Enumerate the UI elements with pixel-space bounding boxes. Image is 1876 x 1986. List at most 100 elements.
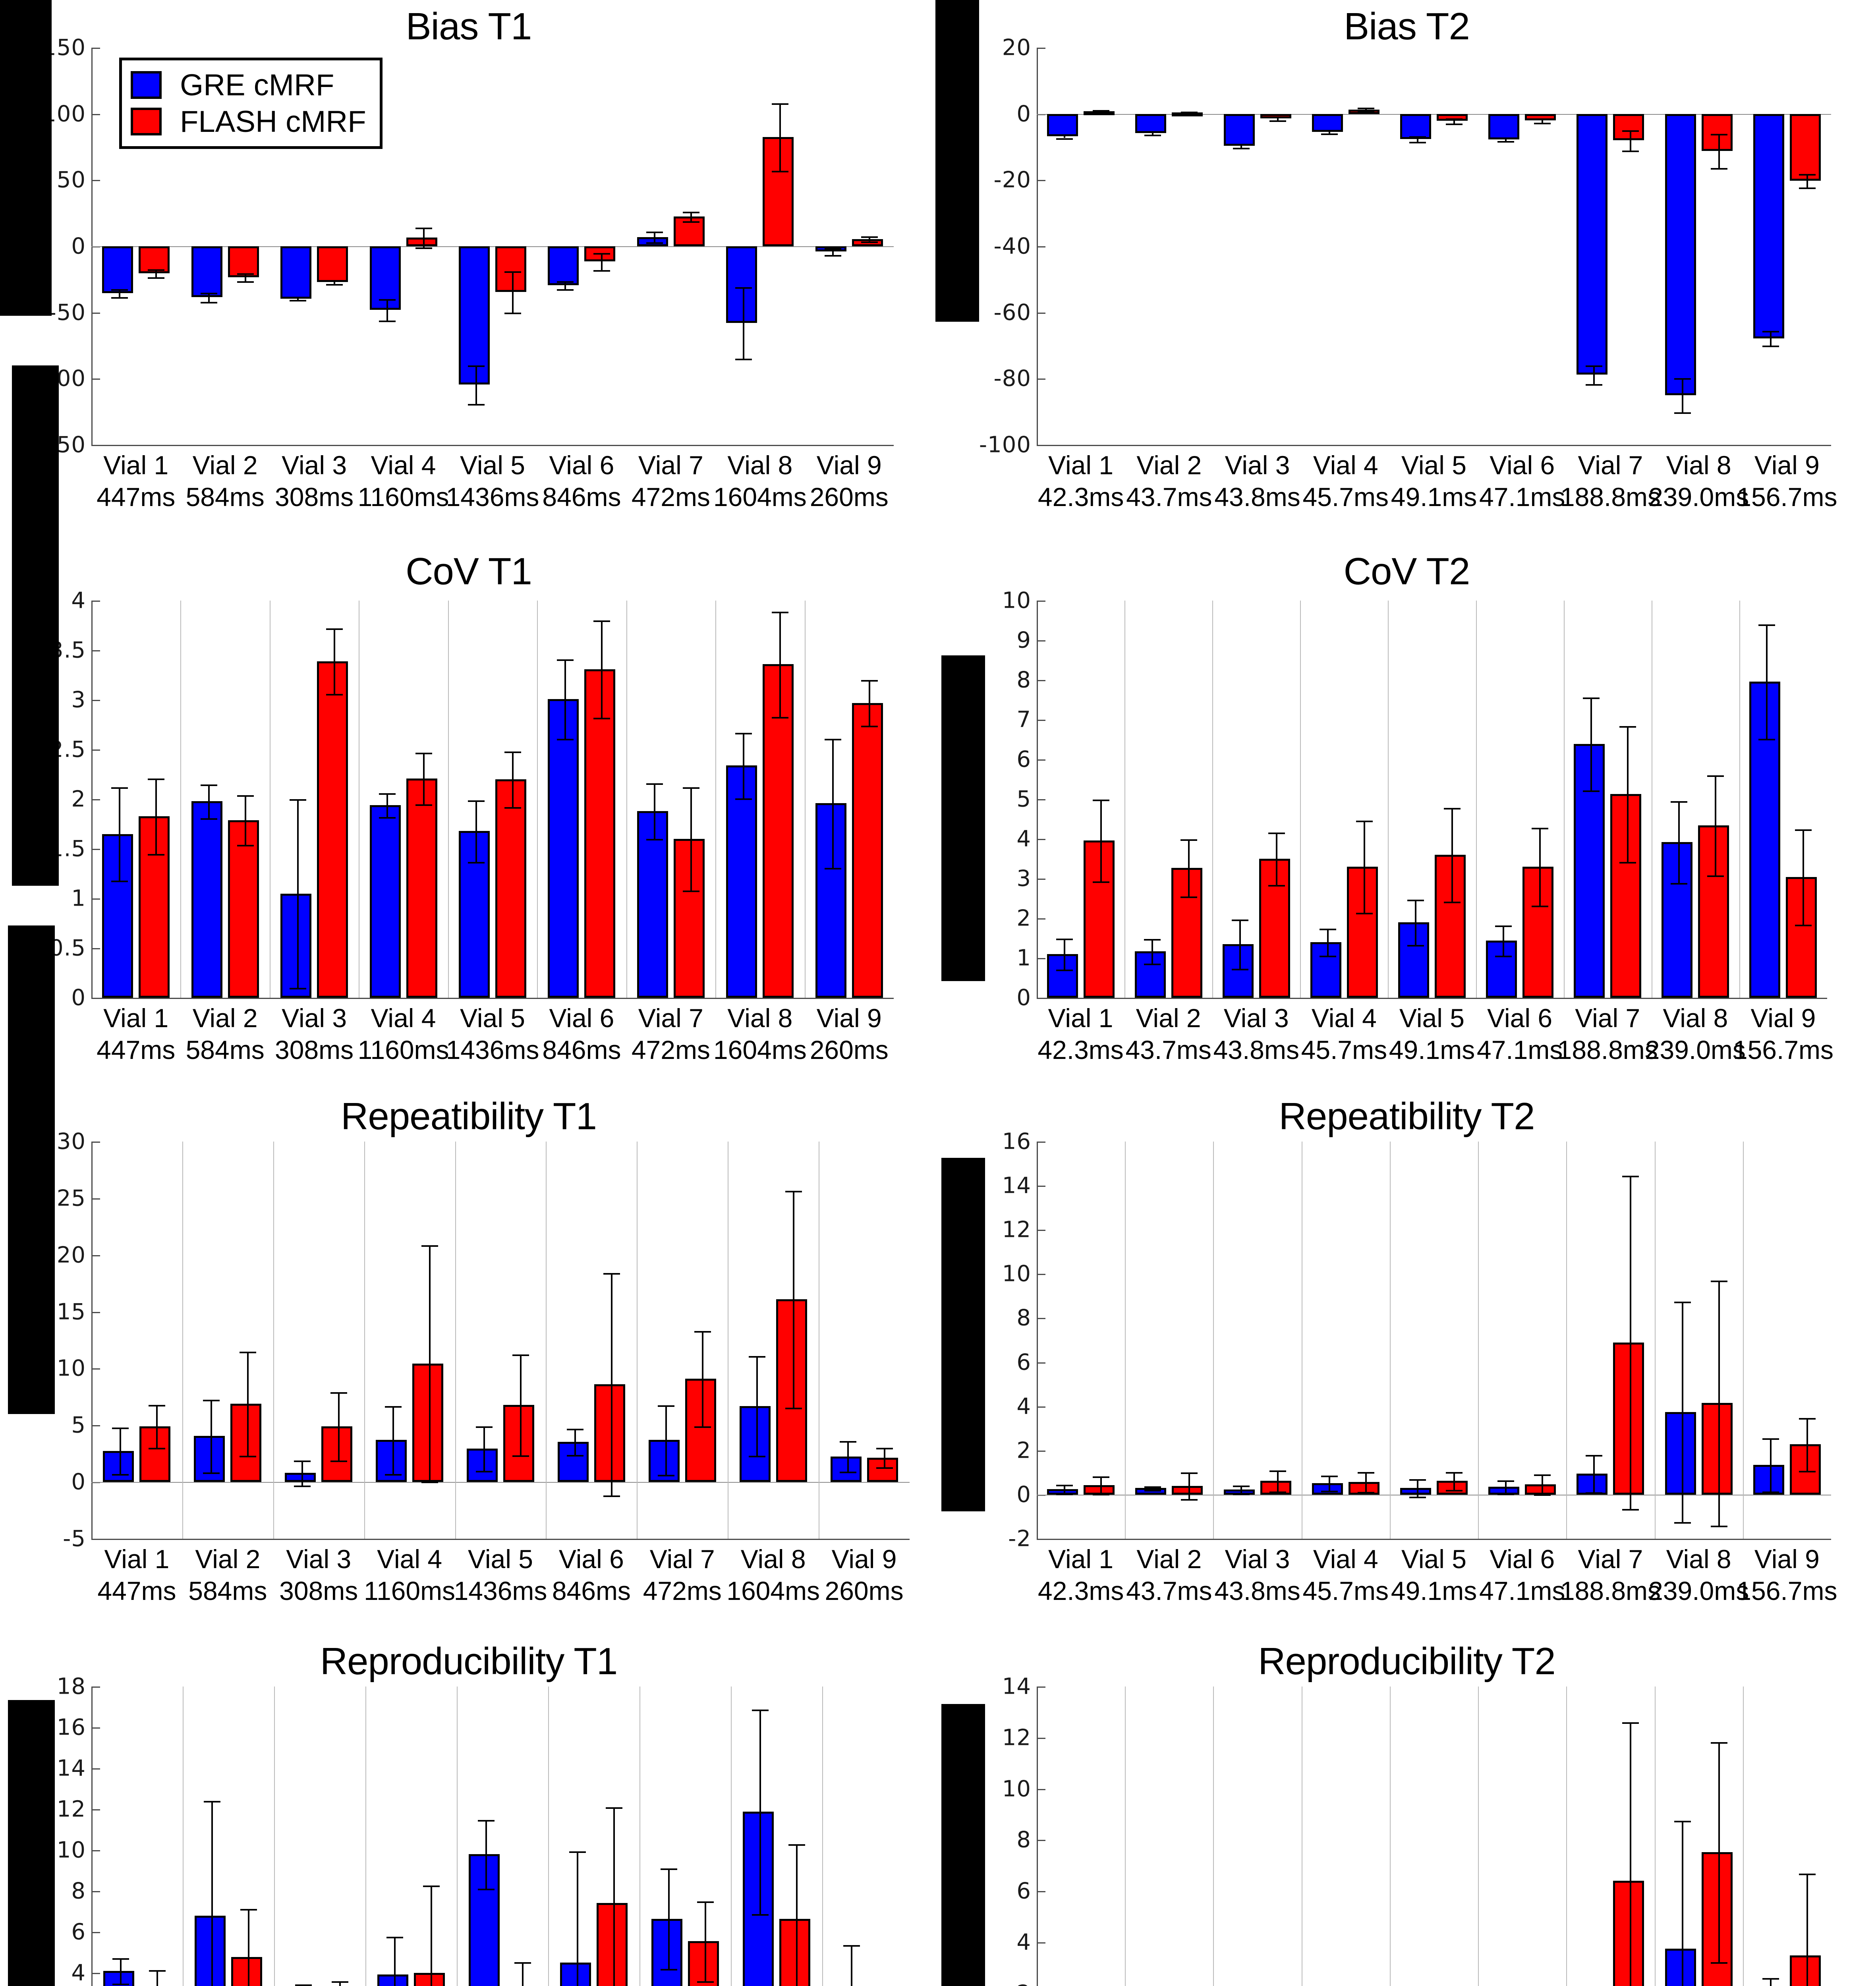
x-axis-category: Vial 9 260ms bbox=[810, 1003, 889, 1066]
error-bar-whisker bbox=[1715, 775, 1717, 875]
category-separator bbox=[1478, 1142, 1479, 1539]
error-bar-whisker bbox=[1188, 839, 1190, 896]
bar-flash bbox=[231, 1957, 262, 1986]
error-bar-cap-lower bbox=[112, 1474, 129, 1476]
error-bar-whisker bbox=[1188, 1472, 1190, 1499]
x-axis-vial-label: Vial 1 bbox=[103, 1003, 169, 1033]
error-bar-cap-lower bbox=[1622, 1509, 1639, 1511]
error-bar-cap-upper bbox=[1799, 1418, 1816, 1420]
legend-item[interactable]: FLASH cMRF bbox=[131, 103, 366, 140]
error-bar-whisker bbox=[423, 752, 425, 804]
error-bar-cap-upper bbox=[1092, 800, 1109, 801]
category-separator bbox=[1654, 1142, 1656, 1539]
x-axis-category: Vial 1 42.3ms bbox=[1038, 450, 1124, 513]
error-bar-cap-upper bbox=[295, 1984, 312, 1986]
zero-reference-line bbox=[91, 246, 894, 247]
y-axis-tick bbox=[91, 312, 100, 314]
y-axis-tick bbox=[1037, 1406, 1045, 1408]
error-bar-whisker bbox=[522, 1962, 524, 1986]
error-bar-cap-lower bbox=[1056, 1493, 1073, 1495]
y-axis-tick-label: 5 bbox=[71, 1412, 86, 1438]
bar-flash bbox=[412, 1363, 444, 1482]
y-axis-tick bbox=[91, 1198, 100, 1200]
y-axis-tick bbox=[91, 379, 100, 380]
y-axis-tick bbox=[1037, 1186, 1045, 1187]
x-axis-reference-value: 188.8ms bbox=[1557, 1035, 1658, 1064]
error-bar-whisker bbox=[301, 1460, 303, 1486]
x-axis-reference-value: 47.1ms bbox=[1479, 1576, 1565, 1605]
x-axis-category: Vial 3 43.8ms bbox=[1214, 1544, 1300, 1607]
zero-reference-line bbox=[91, 1482, 910, 1483]
error-bar-cap-lower bbox=[111, 881, 128, 882]
error-bar-cap-upper bbox=[290, 297, 307, 299]
y-axis-tick bbox=[1037, 640, 1045, 641]
x-axis-vial-label: Vial 4 bbox=[377, 1544, 442, 1574]
error-bar-cap-upper bbox=[386, 1936, 403, 1938]
error-bar-cap-lower bbox=[237, 281, 254, 283]
y-axis-tick-label: 4 bbox=[1016, 1393, 1031, 1420]
error-bar-cap-lower bbox=[861, 241, 878, 243]
x-axis-vial-label: Vial 2 bbox=[1136, 1544, 1202, 1574]
error-bar-whisker bbox=[1152, 131, 1154, 135]
error-bar-cap-lower bbox=[1321, 1491, 1338, 1493]
bar-flash bbox=[503, 1404, 534, 1482]
error-bar-cap-upper bbox=[682, 212, 699, 214]
error-bar-cap-lower bbox=[1144, 964, 1161, 965]
error-bar-whisker bbox=[211, 1801, 213, 1986]
bar-flash bbox=[867, 1457, 898, 1482]
error-bar-whisker bbox=[1806, 174, 1808, 187]
y-axis-tick bbox=[91, 750, 100, 751]
error-bar-cap-lower bbox=[415, 247, 432, 249]
error-bar-whisker bbox=[1240, 1486, 1242, 1494]
category-separator bbox=[1654, 1687, 1656, 1986]
error-bar-cap-lower bbox=[203, 1472, 220, 1474]
bar-gre bbox=[1398, 922, 1429, 998]
y-axis-tick-label: 50 bbox=[56, 167, 86, 193]
bar-gre bbox=[1312, 1483, 1343, 1495]
error-bar-cap-upper bbox=[111, 787, 128, 789]
error-bar-cap-upper bbox=[149, 1970, 166, 1972]
x-axis-reference-value: 49.1ms bbox=[1389, 1035, 1475, 1064]
error-bar-whisker bbox=[334, 628, 336, 694]
y-axis-tick bbox=[1037, 246, 1045, 247]
x-axis-category: Vial 3 308ms bbox=[275, 450, 354, 513]
y-axis-tick-label: 10 bbox=[56, 1355, 86, 1381]
error-bar-whisker bbox=[520, 1354, 522, 1455]
y-axis-tick bbox=[91, 1809, 100, 1810]
legend-item[interactable]: GRE cMRF bbox=[131, 67, 366, 103]
error-bar-whisker bbox=[564, 281, 566, 290]
error-bar-cap-lower bbox=[149, 1448, 166, 1450]
error-bar-cap-lower bbox=[504, 312, 521, 314]
error-bar-cap-lower bbox=[1758, 739, 1776, 740]
error-bar-whisker bbox=[564, 659, 566, 739]
occlusion-block bbox=[941, 1158, 985, 1511]
x-axis-line bbox=[1037, 998, 1827, 999]
x-axis-category: Vial 9 260ms bbox=[825, 1544, 903, 1607]
error-bar-cap-lower bbox=[1144, 1490, 1161, 1491]
x-axis-category: Vial 4 45.7ms bbox=[1303, 450, 1389, 513]
x-axis-reference-value: 156.7ms bbox=[1737, 482, 1837, 512]
error-bar-cap-lower bbox=[861, 726, 878, 727]
category-separator bbox=[1212, 601, 1213, 998]
y-axis-tick-label: -20 bbox=[993, 167, 1031, 193]
y-axis-tick-label: 6 bbox=[71, 1919, 86, 1945]
y-axis-tick-label: -100 bbox=[979, 432, 1031, 458]
error-bar-cap-upper bbox=[657, 1405, 674, 1407]
y-axis-tick bbox=[1037, 1789, 1045, 1790]
category-separator bbox=[1478, 1687, 1479, 1986]
y-axis-tick bbox=[1037, 1362, 1045, 1364]
error-bar-cap-lower bbox=[1056, 970, 1073, 971]
error-bar-cap-lower bbox=[1269, 1491, 1286, 1493]
error-bar-whisker bbox=[1681, 1820, 1683, 1986]
error-bar-cap-upper bbox=[415, 228, 432, 230]
error-bar-whisker bbox=[1542, 118, 1544, 123]
error-bar-cap-upper bbox=[1446, 1472, 1463, 1474]
category-separator bbox=[546, 1142, 547, 1539]
y-axis-tick-label: 12 bbox=[1002, 1217, 1031, 1243]
error-bar-cap-upper bbox=[1181, 111, 1198, 113]
error-bar-cap-upper bbox=[1710, 1281, 1727, 1282]
error-bar-cap-lower bbox=[326, 694, 343, 695]
category-separator bbox=[455, 1142, 456, 1539]
bar-gre bbox=[376, 1440, 407, 1482]
error-bar-whisker bbox=[577, 1851, 578, 1986]
